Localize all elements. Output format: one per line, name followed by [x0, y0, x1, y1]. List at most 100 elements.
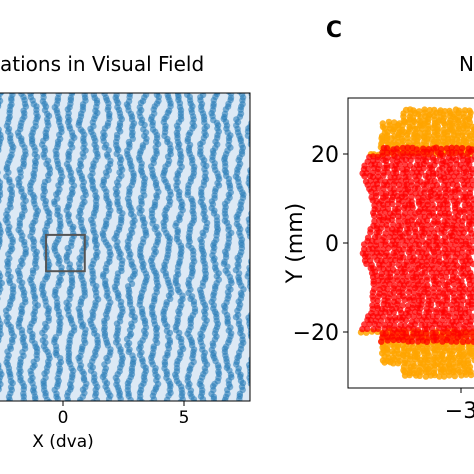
scatter-point-red — [425, 154, 432, 161]
x-tick-label: 5 — [179, 408, 190, 428]
scatter-point-red — [441, 321, 448, 329]
scatter-point — [203, 79, 209, 85]
scatter-point-red — [467, 226, 474, 233]
scatter-point — [79, 85, 85, 91]
scatter-point — [251, 107, 257, 113]
scatter-point-red — [375, 173, 382, 181]
scatter-point-red — [425, 146, 432, 153]
scatter-point-red — [433, 306, 441, 313]
scatter-point — [203, 415, 209, 421]
scatter-point — [251, 97, 257, 103]
scatter-point-red — [431, 257, 438, 264]
scatter-point — [189, 406, 195, 412]
scatter-point — [248, 93, 250, 97]
scatter-point-red — [434, 234, 441, 241]
scatter-point — [102, 79, 108, 85]
scatter-point-red — [376, 161, 383, 169]
scatter-point — [249, 66, 255, 72]
scatter-point-orange — [440, 368, 448, 376]
scatter-point — [248, 69, 254, 75]
scatter-point-red — [434, 218, 441, 225]
scatter-point — [152, 85, 158, 91]
scatter-point — [251, 114, 257, 120]
scatter-point — [251, 204, 257, 210]
scatter-point — [249, 196, 250, 200]
scatter-point — [247, 311, 250, 319]
right-panel: C N 20 0 −20 −3 Y (mm) — [283, 18, 474, 424]
scatter-point-red — [465, 214, 473, 221]
scatter-point — [141, 418, 147, 424]
scatter-point-red — [371, 286, 378, 293]
scatter-point — [0, 368, 4, 375]
scatter-point-red — [411, 226, 419, 233]
scatter-point-red — [448, 144, 455, 151]
scatter-point-red — [424, 282, 431, 289]
scatter-point — [41, 421, 47, 427]
scatter-point — [115, 82, 121, 88]
scatter-point — [18, 422, 24, 428]
scatter-point — [100, 416, 106, 422]
y-tick-label: −20 — [293, 321, 339, 346]
scatter-point — [177, 428, 183, 434]
scatter-point — [202, 403, 208, 409]
scatter-point-red — [384, 154, 391, 161]
scatter-point — [246, 418, 252, 424]
scatter-point — [0, 362, 2, 368]
scatter-point-red — [452, 149, 459, 156]
scatter-point — [57, 76, 63, 82]
scatter-point — [161, 412, 167, 418]
scatter-point — [78, 409, 84, 415]
scatter-point — [129, 422, 135, 428]
scatter-point-red — [445, 330, 452, 337]
scatter-point — [20, 427, 26, 433]
scatter-point — [199, 421, 205, 427]
scatter-point-red — [429, 313, 436, 320]
scatter-point — [210, 54, 216, 60]
scatter-point — [239, 60, 245, 66]
scatter-point — [202, 410, 208, 416]
scatter-point — [153, 82, 159, 88]
scatter-point — [163, 422, 169, 428]
scatter-point — [249, 351, 250, 354]
scatter-point — [248, 410, 254, 416]
scatter-point — [69, 93, 76, 96]
scatter-point — [32, 409, 38, 415]
scatter-point-orange — [431, 106, 438, 114]
scatter-point-orange — [416, 108, 423, 115]
scatter-point — [0, 177, 1, 183]
scatter-point-orange — [381, 359, 388, 366]
scatter-point-red — [364, 234, 372, 241]
scatter-point — [102, 425, 108, 431]
scatter-point — [251, 148, 257, 154]
scatter-point-red — [465, 338, 472, 345]
scatter-point — [251, 397, 257, 403]
scatter-point — [129, 78, 135, 84]
scatter-point — [102, 421, 108, 427]
scatter-point — [155, 421, 161, 427]
scatter-point — [142, 79, 148, 85]
scatter-point-red — [389, 266, 397, 273]
scatter-point — [214, 78, 220, 84]
scatter-point — [214, 409, 220, 415]
scatter-point — [88, 419, 94, 425]
scatter-point — [245, 415, 251, 421]
scatter-point-orange — [436, 373, 443, 380]
scatter-point-red — [373, 302, 381, 309]
scatter-point — [239, 56, 245, 62]
scatter-point-orange — [421, 106, 428, 113]
scatter-point — [55, 93, 62, 97]
right-chart-title-fragment: N — [459, 52, 474, 76]
scatter-point — [251, 104, 257, 110]
scatter-point — [151, 406, 157, 412]
scatter-point — [249, 72, 255, 78]
scatter-point — [212, 427, 218, 433]
scatter-point-red — [409, 149, 416, 157]
scatter-point — [215, 418, 221, 424]
scatter-point — [27, 421, 33, 427]
scatter-point — [142, 93, 150, 98]
scatter-point — [115, 415, 121, 421]
scatter-point-red — [381, 321, 388, 328]
scatter-point — [225, 54, 231, 60]
scatter-point — [6, 412, 12, 418]
scatter-point — [251, 254, 257, 260]
